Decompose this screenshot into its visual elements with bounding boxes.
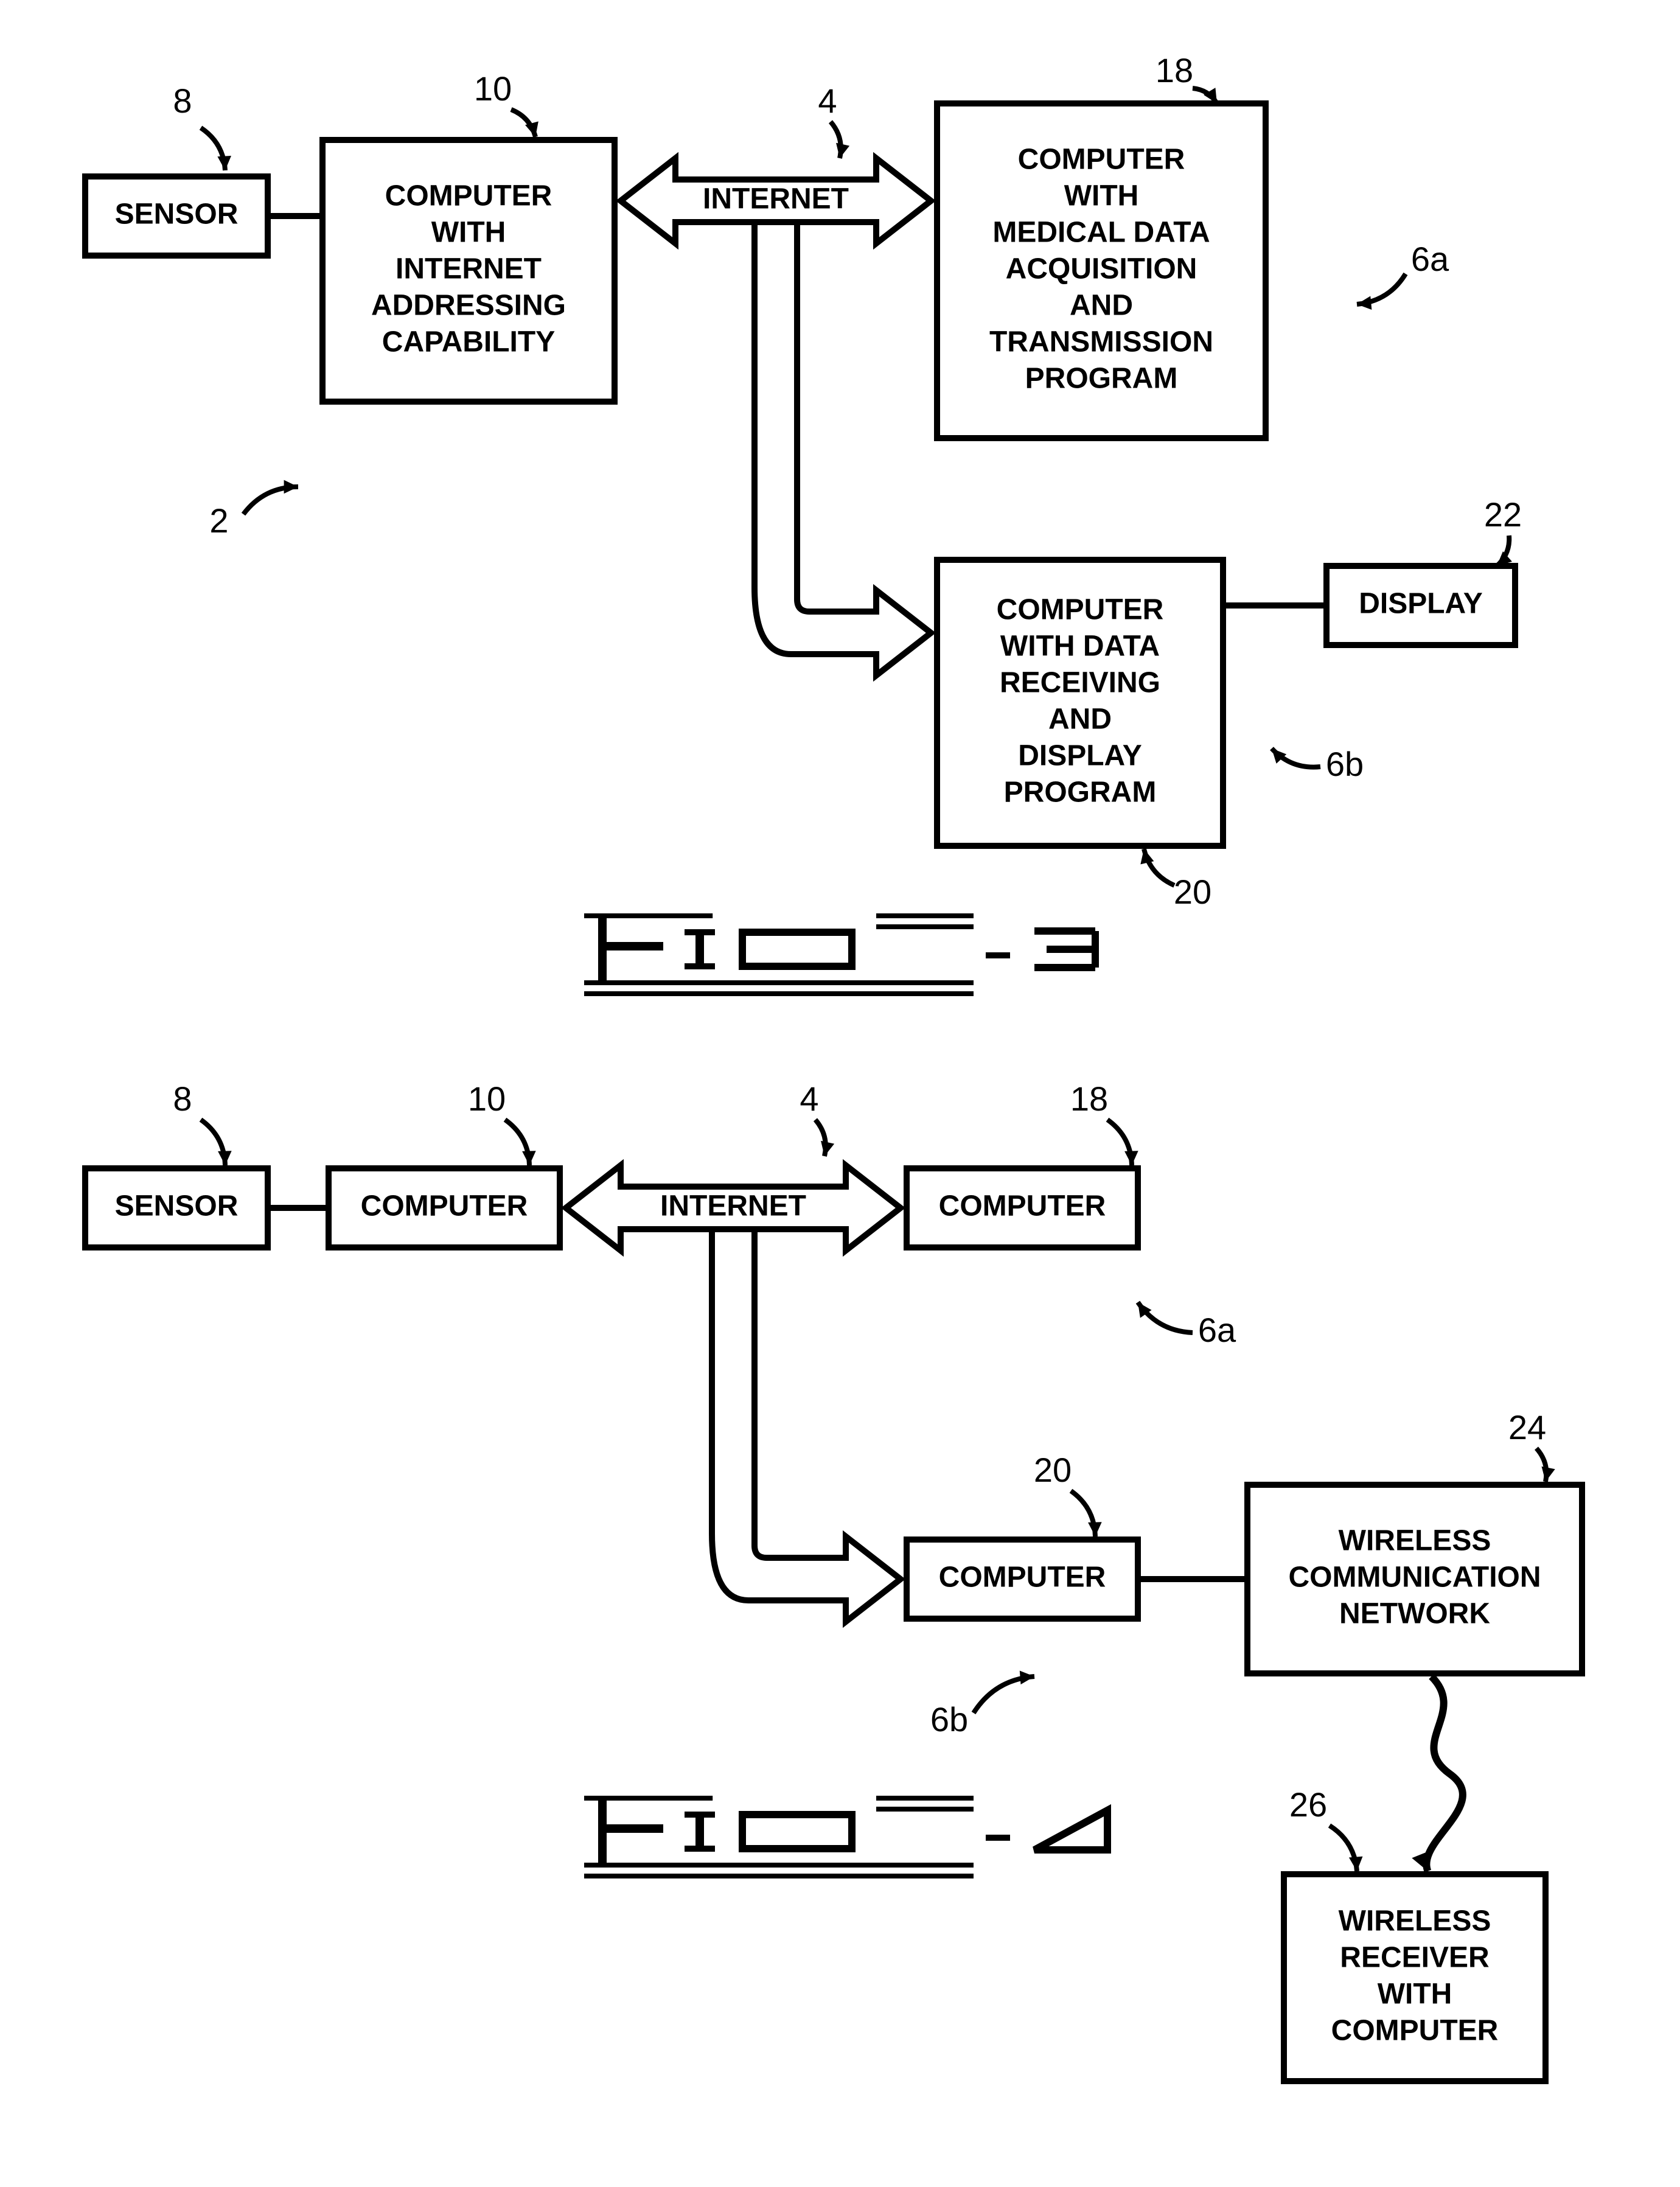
ref-8: 8 [173, 82, 231, 170]
sensor-box-4: SENSOR [85, 1168, 268, 1247]
svg-text:SENSOR: SENSOR [115, 1190, 239, 1223]
svg-text:PROGRAM: PROGRAM [1025, 363, 1178, 395]
wireless-network-box: WIRELESS COMMUNICATION NETWORK [1247, 1485, 1582, 1673]
svg-text:10: 10 [468, 1080, 506, 1118]
svg-text:22: 22 [1484, 495, 1522, 534]
svg-text:10: 10 [474, 69, 512, 108]
ref4-4: 4 [800, 1080, 834, 1156]
svg-text:COMPUTER: COMPUTER [997, 594, 1164, 626]
svg-text:COMPUTER: COMPUTER [1331, 2015, 1499, 2047]
svg-text:AND: AND [1070, 290, 1133, 322]
svg-text:6b: 6b [1326, 745, 1364, 783]
ref-22: 22 [1484, 495, 1522, 566]
svg-text:NETWORK: NETWORK [1339, 1598, 1490, 1630]
svg-text:24: 24 [1508, 1408, 1546, 1446]
svg-text:8: 8 [173, 82, 192, 120]
ref-6a: 6a [1357, 240, 1449, 310]
svg-text:4: 4 [818, 82, 837, 120]
svg-text:RECEIVING: RECEIVING [1000, 667, 1160, 699]
svg-text:WITH DATA: WITH DATA [1000, 630, 1160, 663]
svg-text:6a: 6a [1411, 240, 1449, 278]
ref4-18: 18 [1070, 1080, 1138, 1165]
internet-branch-arrow [755, 222, 931, 675]
svg-text:SENSOR: SENSOR [115, 198, 239, 231]
internet-branch-arrow [712, 1229, 901, 1622]
svg-text:ADDRESSING: ADDRESSING [371, 290, 566, 322]
ref4-6a: 6a [1138, 1302, 1236, 1349]
wireless-receiver-box: WIRELESS RECEIVER WITH COMPUTER [1284, 1874, 1546, 2081]
svg-text:DISPLAY: DISPLAY [1359, 588, 1483, 620]
computer-20-box: COMPUTER WITH DATA RECEIVING AND DISPLAY PROG… [937, 560, 1223, 846]
squiggly-arrow [1412, 1676, 1463, 1871]
figure-label [584, 1798, 1107, 1876]
svg-text:18: 18 [1070, 1080, 1108, 1118]
svg-text:WITH: WITH [1378, 1978, 1452, 2011]
svg-text:DISPLAY: DISPLAY [1018, 740, 1142, 772]
computer-10-box: COMPUTER WITH INTERNET ADDRESSING CAPABILITY [322, 140, 615, 402]
svg-text:2: 2 [209, 501, 228, 540]
svg-text:MEDICAL DATA: MEDICAL DATA [992, 217, 1210, 249]
ref-2: 2 [209, 480, 298, 540]
svg-text:6a: 6a [1198, 1311, 1236, 1349]
ref4-6b: 6b [930, 1671, 1034, 1739]
computer-10-box-4: COMPUTER [329, 1168, 560, 1247]
svg-text:COMPUTER: COMPUTER [1018, 144, 1185, 176]
display-box: DISPLAY [1326, 566, 1515, 645]
ref-10: 10 [474, 69, 539, 137]
ref4-26: 26 [1289, 1785, 1363, 1871]
svg-text:INTERNET: INTERNET [396, 253, 542, 285]
ref-20: 20 [1140, 849, 1211, 911]
ref4-20: 20 [1034, 1451, 1102, 1536]
svg-text:INTERNET: INTERNET [660, 1190, 806, 1223]
svg-text:TRANSMISSION: TRANSMISSION [989, 326, 1213, 358]
svg-text:ACQUISITION: ACQUISITION [1006, 253, 1197, 285]
svg-text:COMMUNICATION: COMMUNICATION [1288, 1561, 1541, 1594]
svg-text:18: 18 [1155, 51, 1193, 89]
ref4-8: 8 [173, 1080, 231, 1165]
ref4-10: 10 [468, 1080, 536, 1165]
svg-text:8: 8 [173, 1080, 192, 1118]
svg-text:WITH: WITH [431, 217, 506, 249]
svg-text:4: 4 [800, 1080, 818, 1118]
svg-text:WIRELESS: WIRELESS [1339, 1525, 1491, 1557]
computer-20-box-4: COMPUTER [907, 1540, 1138, 1619]
sensor-box: SENSOR [85, 176, 268, 256]
svg-text:AND: AND [1048, 703, 1112, 736]
svg-text:PROGRAM: PROGRAM [1004, 776, 1157, 809]
svg-text:6b: 6b [930, 1700, 968, 1739]
svg-text:COMPUTER: COMPUTER [361, 1190, 528, 1223]
svg-text:COMPUTER: COMPUTER [939, 1561, 1106, 1594]
svg-text:20: 20 [1034, 1451, 1072, 1489]
computer-18-box: COMPUTER WITH MEDICAL DATA ACQUISITION AND TR… [937, 103, 1266, 438]
figure-label [584, 916, 1095, 994]
svg-text:COMPUTER: COMPUTER [939, 1190, 1106, 1223]
svg-text:INTERNET: INTERNET [703, 183, 849, 215]
svg-text:20: 20 [1174, 873, 1211, 911]
svg-text:WITH: WITH [1064, 180, 1139, 212]
svg-text:26: 26 [1289, 1785, 1327, 1824]
svg-text:CAPABILITY: CAPABILITY [382, 326, 555, 358]
svg-text:COMPUTER: COMPUTER [385, 180, 552, 212]
svg-text:RECEIVER: RECEIVER [1340, 1942, 1489, 1974]
ref-18: 18 [1155, 51, 1217, 103]
svg-text:WIRELESS: WIRELESS [1339, 1905, 1491, 1938]
ref-4: 4 [818, 82, 849, 158]
ref-6b: 6b [1272, 745, 1364, 783]
computer-18-box-4: COMPUTER [907, 1168, 1138, 1247]
ref4-24: 24 [1508, 1408, 1555, 1482]
